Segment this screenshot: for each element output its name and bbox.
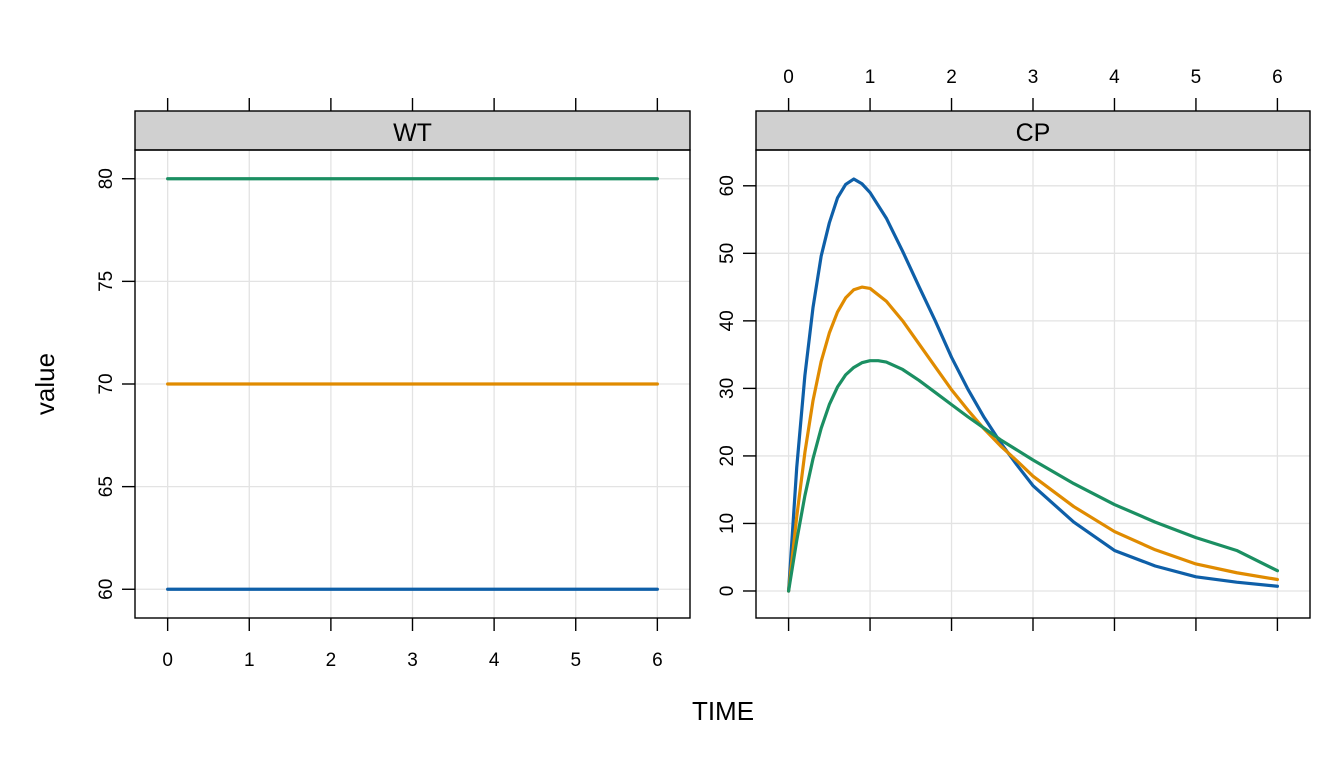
x-tick-label: 5: [1191, 67, 1202, 88]
series-line-3: [786, 359, 1280, 593]
y-tick-label: 60: [717, 175, 738, 196]
y-tick-label: 0: [717, 586, 738, 597]
panel-wt: WT 0 1 2 3 4 5 6 60 65 70 75 80: [96, 98, 691, 671]
y-tick-label: 40: [717, 310, 738, 331]
y-axis-title: value: [30, 353, 60, 415]
x-tick-label: 2: [326, 650, 337, 671]
x-tick-label: 4: [1109, 67, 1120, 88]
y-tick-label: 30: [717, 378, 738, 399]
strip-label: WT: [393, 119, 432, 147]
x-tick-label: 2: [946, 67, 957, 88]
x-tick-label: 4: [489, 650, 500, 671]
x-tick-label: 0: [162, 650, 173, 671]
y-tick-label: 80: [96, 168, 117, 189]
strip-label: CP: [1016, 119, 1051, 147]
y-tick-label: 60: [96, 579, 117, 600]
x-tick-label: 0: [783, 67, 794, 88]
x-tick-label: 1: [244, 650, 255, 671]
series-line-1: [786, 177, 1280, 593]
x-axis-title: TIME: [692, 696, 754, 726]
y-tick-label: 50: [717, 243, 738, 264]
x-tick-label: 3: [1028, 67, 1039, 88]
x-tick-label: 6: [1272, 67, 1283, 88]
x-tick-label: 6: [652, 650, 663, 671]
x-tick-label: 1: [865, 67, 876, 88]
y-tick-label: 65: [96, 476, 117, 497]
x-tick-label: 3: [407, 650, 418, 671]
x-tick-label: 5: [570, 650, 581, 671]
y-tick-label: 70: [96, 373, 117, 394]
y-tick-label: 10: [717, 513, 738, 534]
series-line-2: [786, 285, 1280, 593]
y-tick-label: 20: [717, 445, 738, 466]
y-tick-label: 75: [96, 271, 117, 292]
strip-box: [134, 110, 691, 151]
